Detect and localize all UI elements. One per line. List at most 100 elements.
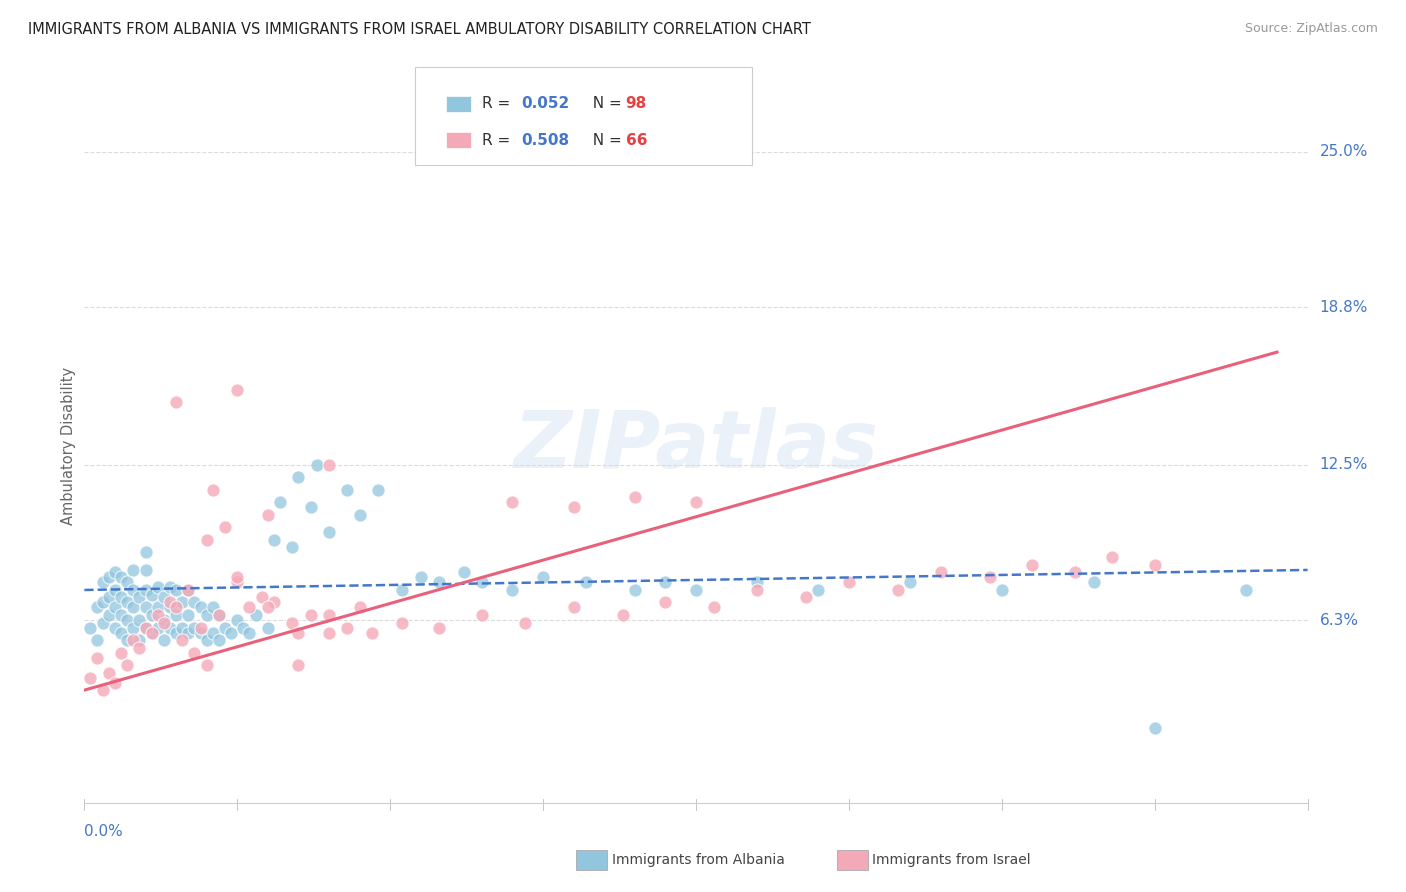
Point (104, 600, 127, 615)
Point (172, 633, 194, 648)
Point (263, 595, 285, 609)
Point (86, 650, 108, 665)
Point (135, 545, 157, 559)
Point (165, 625, 187, 640)
Point (562, 600, 585, 615)
Point (562, 500, 585, 515)
Point (201, 483, 224, 497)
Point (86, 600, 108, 615)
Point (141, 588, 163, 602)
Point (226, 613, 249, 627)
Point (654, 595, 676, 609)
Point (177, 625, 200, 640)
Point (195, 607, 218, 622)
Point (128, 640, 150, 655)
Point (91, 595, 114, 609)
Point (336, 483, 359, 497)
Point (1083, 575, 1105, 590)
Point (471, 607, 494, 622)
Point (257, 600, 280, 615)
Point (159, 600, 181, 615)
Point (287, 470, 309, 484)
Point (575, 575, 598, 590)
Point (165, 607, 187, 622)
Point (471, 575, 494, 590)
Point (135, 582, 157, 597)
Point (502, 495, 524, 509)
Point (110, 570, 132, 584)
Text: 98: 98 (626, 96, 647, 112)
Point (287, 625, 309, 640)
Point (214, 520, 236, 534)
Point (427, 575, 450, 590)
Point (86, 633, 108, 648)
Point (349, 600, 371, 615)
Text: R =: R = (482, 96, 516, 112)
Text: N =: N = (583, 96, 627, 112)
Point (624, 582, 647, 597)
Point (135, 600, 157, 615)
Point (159, 621, 181, 635)
Point (172, 621, 194, 635)
Point (122, 582, 145, 597)
Point (165, 582, 187, 597)
Point (226, 383, 249, 397)
Point (165, 395, 187, 409)
Point (263, 533, 285, 547)
Point (146, 581, 169, 595)
Point (195, 658, 218, 673)
Point (305, 458, 328, 472)
Point (245, 607, 267, 622)
Point (122, 600, 145, 615)
Point (190, 621, 212, 635)
Point (153, 613, 176, 627)
Point (391, 582, 413, 597)
Point (257, 621, 280, 635)
Point (257, 508, 280, 522)
Point (97, 607, 120, 622)
Point (153, 591, 176, 605)
Point (624, 491, 647, 505)
Point (104, 675, 127, 690)
Point (1234, 582, 1257, 597)
Point (201, 625, 224, 640)
Point (97, 570, 120, 584)
Point (991, 582, 1014, 597)
Point (336, 621, 359, 635)
Point (531, 570, 554, 584)
Point (703, 600, 725, 615)
Point (110, 646, 132, 660)
Text: ZIPatlas: ZIPatlas (513, 407, 879, 485)
Point (110, 607, 132, 622)
Point (238, 625, 260, 640)
Text: 18.8%: 18.8% (1320, 300, 1368, 315)
Point (807, 582, 830, 597)
Point (115, 658, 138, 673)
Text: 0.0%: 0.0% (84, 824, 124, 839)
Text: 6.3%: 6.3% (1320, 613, 1358, 627)
Point (838, 575, 860, 590)
Point (153, 633, 176, 648)
Point (685, 495, 707, 509)
Point (190, 625, 212, 640)
Point (299, 607, 322, 622)
Point (898, 575, 921, 590)
Point (97, 591, 120, 605)
Point (1064, 566, 1087, 580)
Point (299, 500, 322, 515)
Point (281, 541, 304, 555)
Point (141, 625, 163, 640)
Point (141, 625, 163, 640)
Point (502, 582, 524, 597)
Point (238, 600, 260, 615)
Point (214, 621, 236, 635)
Point (318, 458, 340, 472)
Point (115, 575, 138, 590)
Point (281, 615, 304, 630)
Point (409, 570, 432, 584)
Point (79, 621, 101, 635)
Point (91, 683, 114, 698)
Point (159, 595, 181, 609)
Point (172, 595, 194, 609)
Point (453, 566, 475, 580)
